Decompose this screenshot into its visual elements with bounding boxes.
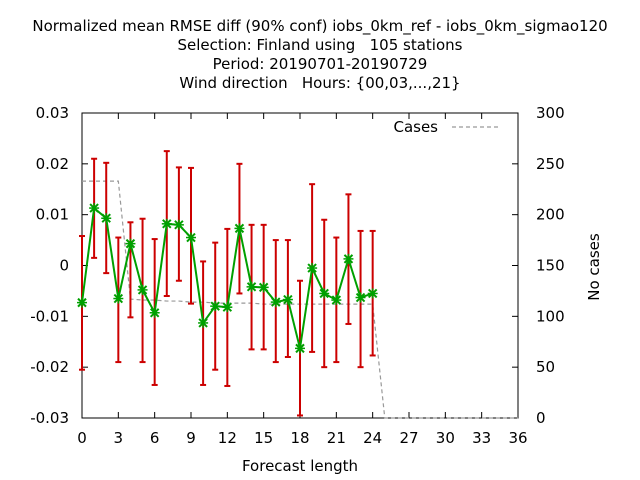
x-tick-label: 6 — [150, 429, 160, 447]
data-point — [137, 284, 148, 295]
data-point — [173, 219, 184, 230]
data-point — [89, 203, 100, 214]
y2-tick-label: 200 — [536, 206, 565, 224]
data-point — [234, 223, 245, 234]
x-tick-label: 21 — [327, 429, 346, 447]
x-tick-label: 15 — [254, 429, 273, 447]
data-point — [246, 281, 257, 292]
data-point — [295, 343, 305, 354]
chart-title-line-3: Period: 20190701-20190729 — [212, 55, 428, 73]
data-point — [331, 295, 342, 306]
x-tick-label: 36 — [508, 429, 527, 447]
rmse-diff-series — [77, 203, 378, 354]
data-point — [113, 293, 124, 304]
data-point — [319, 288, 330, 299]
x-axis-label: Forecast length — [242, 457, 358, 475]
x-tick-label: 12 — [218, 429, 237, 447]
data-point — [149, 307, 160, 318]
y-tick-label: 0.01 — [36, 206, 69, 224]
data-point — [161, 218, 172, 229]
chart-title-line-2: Selection: Finland using 105 stations — [177, 36, 463, 54]
data-point — [307, 263, 318, 274]
y-tick-label: 0.03 — [36, 104, 69, 122]
y2-tick-label: 300 — [536, 104, 565, 122]
data-point — [343, 253, 354, 264]
x-tick-label: 3 — [114, 429, 124, 447]
data-point — [282, 294, 293, 305]
data-point — [101, 213, 112, 224]
x-tick-label: 27 — [399, 429, 418, 447]
x-tick-label: 9 — [186, 429, 196, 447]
y-tick-label: -0.02 — [30, 358, 69, 376]
data-point — [222, 302, 233, 313]
axis-ticks: 0 3 6 9 12 15 18 21 24 27 30 33 36-0.03-0.02-0.0100.… — [30, 104, 564, 447]
x-tick-label: 30 — [436, 429, 455, 447]
y2-axis-label: No cases — [585, 233, 603, 301]
y2-tick-label: 150 — [536, 257, 565, 275]
data-point — [210, 301, 221, 312]
x-tick-label: 18 — [290, 429, 309, 447]
y-tick-label: -0.01 — [30, 307, 69, 325]
x-tick-label: 0 — [77, 429, 87, 447]
data-point — [186, 232, 196, 243]
error-bars — [79, 150, 376, 417]
y2-tick-label: 50 — [536, 358, 555, 376]
x-tick-label: 33 — [472, 429, 491, 447]
data-point — [198, 317, 209, 328]
legend: Cases — [393, 118, 500, 136]
y2-tick-label: 0 — [536, 409, 546, 427]
data-point — [355, 292, 366, 303]
data-point — [77, 297, 87, 308]
x-tick-label: 24 — [363, 429, 382, 447]
data-point — [270, 297, 281, 308]
y-tick-label: 0.02 — [36, 155, 69, 173]
data-point — [258, 282, 269, 293]
y2-tick-label: 250 — [536, 155, 565, 173]
chart-title-line-1: Normalized mean RMSE diff (90% conf) iob… — [32, 17, 608, 35]
legend-label-cases: Cases — [393, 118, 438, 136]
y-tick-label: -0.03 — [30, 409, 69, 427]
data-point — [367, 288, 378, 299]
y-tick-label: 0 — [59, 257, 69, 275]
data-point — [125, 238, 136, 249]
y2-tick-label: 100 — [536, 307, 565, 325]
chart-title-line-4: Wind direction Hours: {00,03,...,21} — [179, 74, 461, 92]
